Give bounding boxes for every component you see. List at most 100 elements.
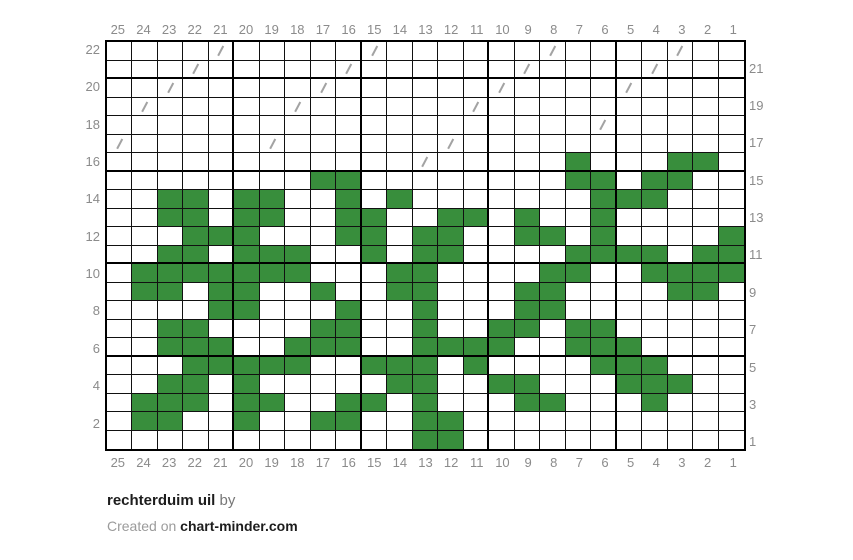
chart-cell[interactable] (616, 245, 643, 264)
chart-cell[interactable] (234, 42, 260, 61)
chart-cell[interactable] (208, 338, 235, 357)
chart-cell[interactable] (208, 227, 235, 246)
chart-cell[interactable] (642, 319, 668, 338)
chart-cell[interactable] (591, 375, 617, 394)
chart-cell[interactable] (489, 227, 515, 246)
chart-cell[interactable] (310, 338, 337, 357)
chart-cell[interactable] (387, 282, 413, 301)
chart-cell[interactable] (718, 412, 744, 431)
chart-cell[interactable] (336, 153, 362, 172)
chart-cell[interactable] (514, 375, 541, 394)
chart-cell[interactable] (208, 412, 235, 431)
chart-cell[interactable] (285, 208, 311, 227)
chart-cell[interactable] (412, 97, 439, 116)
chart-cell[interactable] (362, 430, 388, 449)
chart-cell[interactable] (667, 301, 694, 320)
chart-cell[interactable] (642, 412, 668, 431)
chart-cell[interactable] (412, 375, 439, 394)
chart-cell[interactable] (591, 171, 617, 190)
chart-cell[interactable] (336, 134, 362, 153)
chart-cell[interactable] (208, 393, 235, 412)
chart-cell[interactable] (336, 190, 362, 209)
chart-cell[interactable] (718, 338, 744, 357)
chart-cell[interactable] (565, 393, 592, 412)
chart-cell[interactable] (464, 430, 490, 449)
chart-cell[interactable] (234, 375, 260, 394)
chart-cell[interactable] (489, 301, 515, 320)
chart-cell[interactable] (667, 97, 694, 116)
chart-cell[interactable] (540, 430, 566, 449)
chart-cell[interactable] (132, 338, 158, 357)
chart-cell[interactable] (208, 301, 235, 320)
chart-cell[interactable] (158, 430, 184, 449)
chart-cell[interactable] (642, 171, 668, 190)
chart-cell[interactable] (642, 60, 668, 79)
chart-cell[interactable] (412, 208, 439, 227)
chart-cell[interactable] (208, 60, 235, 79)
chart-cell[interactable] (336, 282, 362, 301)
chart-cell[interactable] (489, 171, 515, 190)
chart-cell[interactable] (514, 79, 541, 98)
chart-cell[interactable] (336, 393, 362, 412)
chart-cell[interactable] (209, 430, 235, 449)
chart-cell[interactable] (489, 264, 515, 283)
chart-cell[interactable] (412, 356, 439, 375)
chart-cell[interactable] (718, 375, 744, 394)
chart-cell[interactable] (642, 79, 668, 98)
chart-cell[interactable] (642, 430, 668, 449)
chart-cell[interactable] (463, 227, 490, 246)
chart-cell[interactable] (234, 97, 260, 116)
chart-cell[interactable] (667, 190, 694, 209)
chart-cell[interactable] (208, 208, 235, 227)
chart-cell[interactable] (591, 208, 617, 227)
chart-cell[interactable] (565, 375, 592, 394)
chart-cell[interactable] (387, 393, 413, 412)
chart-cell[interactable] (259, 264, 286, 283)
chart-cell[interactable] (412, 116, 439, 135)
chart-cell[interactable] (591, 245, 617, 264)
chart-cell[interactable] (387, 227, 413, 246)
chart-cell[interactable] (157, 227, 184, 246)
chart-cell[interactable] (259, 319, 286, 338)
chart-cell[interactable] (336, 171, 362, 190)
chart-cell[interactable] (132, 375, 158, 394)
chart-cell[interactable] (616, 153, 643, 172)
chart-cell[interactable] (718, 190, 744, 209)
chart-cell[interactable] (693, 282, 719, 301)
chart-cell[interactable] (718, 283, 744, 301)
chart-cell[interactable] (310, 375, 337, 394)
chart-cell[interactable] (183, 227, 209, 246)
chart-cell[interactable] (616, 356, 643, 375)
chart-cell[interactable] (183, 60, 209, 79)
chart-cell[interactable] (540, 393, 566, 412)
chart-cell[interactable] (540, 97, 566, 116)
chart-cell[interactable] (438, 338, 464, 357)
chart-cell[interactable] (489, 42, 515, 61)
chart-cell[interactable] (132, 116, 158, 135)
chart-cell[interactable] (208, 153, 235, 172)
chart-cell[interactable] (718, 153, 744, 172)
chart-cell[interactable] (514, 338, 541, 357)
chart-cell[interactable] (387, 412, 413, 431)
chart-cell[interactable] (157, 375, 184, 394)
chart-cell[interactable] (234, 393, 260, 412)
chart-cell[interactable] (412, 264, 439, 283)
chart-cell[interactable] (591, 356, 617, 375)
chart-cell[interactable] (642, 356, 668, 375)
chart-cell[interactable] (667, 42, 694, 61)
chart-cell[interactable] (642, 153, 668, 172)
chart-cell[interactable] (259, 171, 286, 190)
chart-cell[interactable] (361, 79, 388, 98)
chart-cell[interactable] (336, 412, 362, 431)
chart-cell[interactable] (208, 375, 235, 394)
chart-cell[interactable] (107, 356, 133, 375)
chart-cell[interactable] (565, 264, 592, 283)
chart-cell[interactable] (591, 116, 617, 135)
chart-cell[interactable] (642, 42, 668, 61)
chart-cell[interactable] (515, 430, 541, 449)
chart-cell[interactable] (234, 245, 260, 264)
chart-cell[interactable] (667, 153, 694, 172)
chart-cell[interactable] (157, 356, 184, 375)
chart-cell[interactable] (591, 60, 617, 79)
chart-cell[interactable] (387, 171, 413, 190)
